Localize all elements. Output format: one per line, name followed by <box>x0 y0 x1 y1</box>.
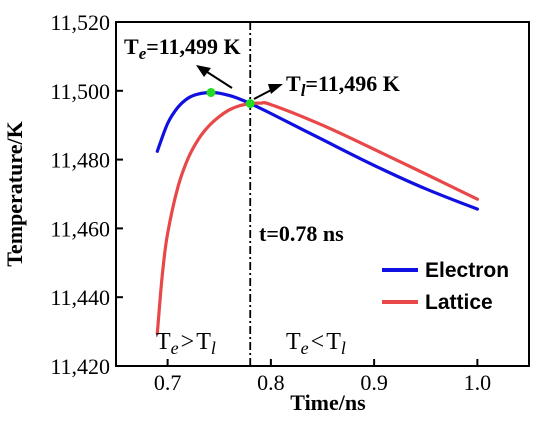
y-axis-title: Temperature/K <box>2 121 27 266</box>
time-annotation: t=0.78 ns <box>259 221 344 246</box>
x-tick-label: 0.9 <box>360 370 388 395</box>
x-tick-label: 0.8 <box>257 370 285 395</box>
data-series <box>155 90 479 335</box>
y-tick-label: 11,460 <box>50 216 110 241</box>
legend-electron-label: Electron <box>425 259 509 282</box>
legend: Electron Lattice <box>382 259 509 314</box>
right-region-label: Te<Tl <box>286 329 346 358</box>
left-region-label: Te>Tl <box>156 329 216 358</box>
te-peak-annotation: Te=11,499 K <box>124 34 241 63</box>
axis-tick-labels: 0.7 0.8 0.9 1.0 11,420 11,440 11,460 11,480 11,5… <box>50 10 491 395</box>
y-tick-label: 11,480 <box>50 148 110 173</box>
marker-points <box>206 88 255 109</box>
y-tick-label: 11,500 <box>50 79 110 104</box>
y-tick-label: 11,520 <box>50 10 110 35</box>
x-tick-label: 1.0 <box>464 370 492 395</box>
tl-cross-annotation: Tl=11,496 K <box>286 71 400 100</box>
tl-arrow-head <box>268 84 283 94</box>
y-tick-label: 11,420 <box>50 354 110 379</box>
x-tick-label: 0.7 <box>154 370 182 395</box>
legend-lattice-label: Lattice <box>425 291 493 314</box>
x-axis-title: Time/ns <box>290 390 366 415</box>
te-arrow-line <box>203 69 233 89</box>
te-arrow-head <box>196 65 211 77</box>
y-tick-label: 11,440 <box>50 285 110 310</box>
intersection-point <box>245 99 255 109</box>
annotation-arrows <box>196 65 283 100</box>
plot-frame <box>115 21 530 367</box>
series-electron-line <box>155 90 479 211</box>
series-lattice-line <box>155 100 479 335</box>
axis-ticks <box>116 21 479 367</box>
electron-peak-point <box>206 88 216 98</box>
